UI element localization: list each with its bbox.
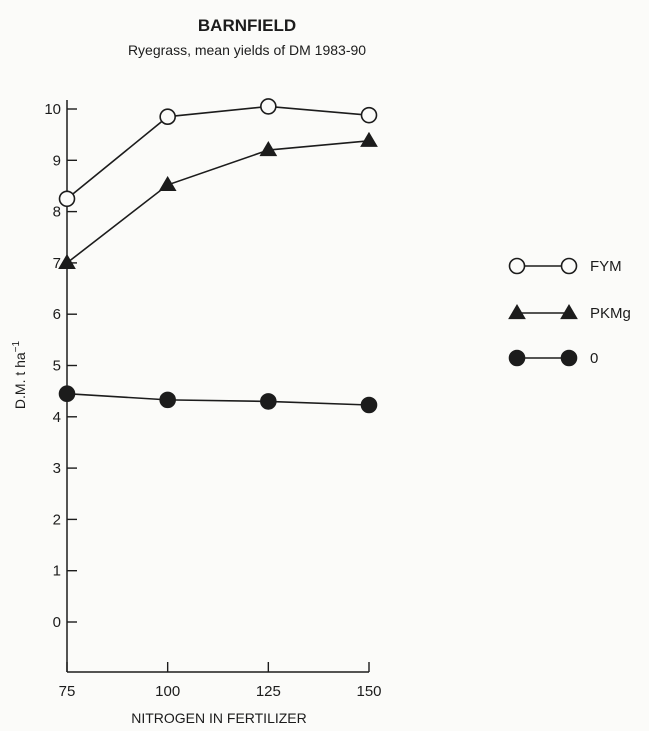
data-point [158,175,177,192]
legend: FYM PKMg 0 [508,257,631,367]
legend-label: 0 [590,350,598,367]
y-tick-label: 9 [53,152,61,169]
legend-marker [560,349,578,367]
data-point [58,190,76,208]
series-line [66,140,370,264]
y-tick-label: 1 [53,563,61,580]
data-point [259,141,278,157]
series-fym [58,98,378,208]
legend-item: FYM [508,257,622,275]
data-point [360,131,378,147]
legend-marker [560,304,578,320]
y-axis-title-main: D.M. t ha [12,352,28,409]
x-tick-label: 75 [59,683,76,700]
y-tick-label: 3 [53,460,61,477]
y-tick-label: 5 [53,358,61,375]
y-tick-label: 2 [53,511,61,528]
chart-subtitle: Ryegrass, mean yields of DM 1983-90 [128,42,366,58]
legend-marker [560,257,578,275]
chart-title: BARNFIELD [198,16,296,35]
y-tick-label: 0 [53,614,61,631]
y-tick-label: 7 [53,255,61,272]
y-tick-label: 4 [53,409,61,426]
legend-label: FYM [590,258,622,275]
legend-marker [508,304,526,320]
data-point [260,393,277,410]
y-axis-title-sup: −1 [11,340,22,352]
series-line [66,392,370,406]
x-axis-title: NITROGEN IN FERTILIZER [131,710,307,726]
series-0 [58,385,378,414]
series-line [66,105,370,200]
data-point [58,253,76,269]
axes: 0 1 2 3 4 5 6 7 8 9 10 75 100 125 150 [44,100,382,700]
legend-marker [508,257,526,275]
legend-marker [508,349,526,367]
y-tick-label: 6 [53,306,61,323]
data-point [159,391,176,409]
data-point [360,106,378,124]
legend-label: PKMg [590,305,631,322]
legend-item: 0 [508,349,598,367]
series-pkmg [58,131,378,269]
y-axis-title: D.M. t ha−1 [11,340,28,409]
data-point [360,396,378,414]
y-tick-label: 10 [44,101,61,118]
y-tick-label: 8 [53,204,61,221]
x-tick-label: 150 [356,683,381,700]
data-point [159,108,176,125]
x-tick-label: 100 [155,683,180,700]
data-point [58,385,76,403]
data-point [260,98,277,115]
legend-item: PKMg [508,304,631,322]
series-layer [58,98,378,414]
x-tick-label: 125 [256,683,281,700]
